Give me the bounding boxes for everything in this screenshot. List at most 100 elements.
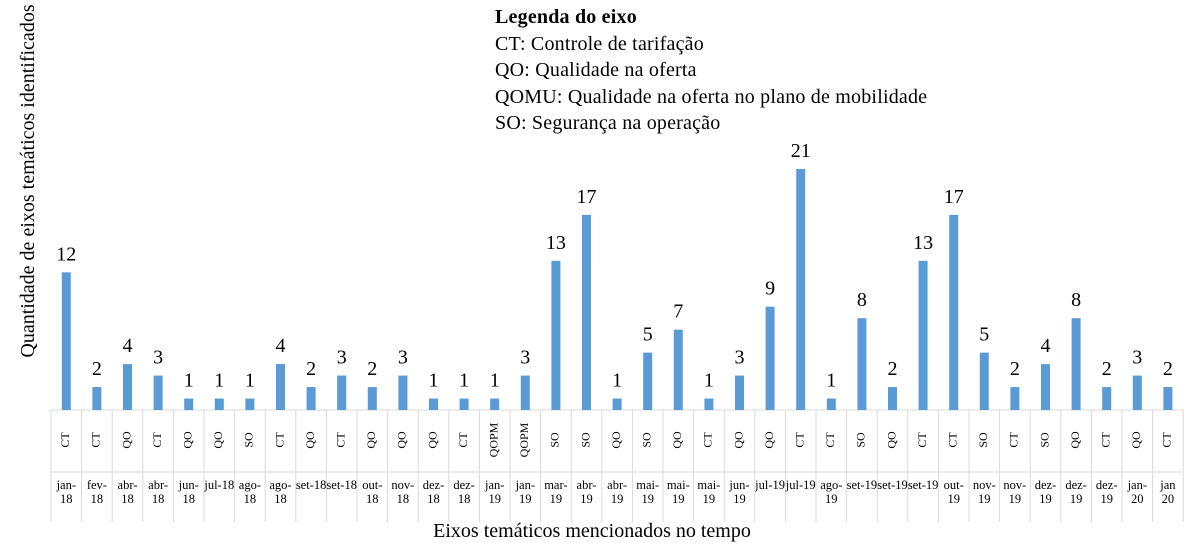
data-label: 9: [765, 278, 775, 300]
legend-title: Legenda do eixo: [495, 6, 637, 28]
bar: [1132, 375, 1142, 410]
data-label: 2: [1163, 358, 1173, 380]
x-tick-label: QOPM: [517, 422, 531, 457]
x-tick-label: CT: [792, 432, 806, 448]
bar: [704, 398, 714, 410]
bar: [459, 398, 469, 410]
x-tick-label: CT: [272, 432, 286, 448]
period-label: mar-19: [544, 478, 568, 506]
data-label: 13: [546, 232, 566, 254]
bar: [367, 387, 377, 410]
x-tick-label: QO: [364, 431, 378, 449]
period-cell: nov-19: [1003, 478, 1027, 506]
data-label: 8: [1071, 289, 1081, 311]
bar: [306, 387, 316, 410]
bar: [551, 260, 561, 410]
period-cell: ago-19: [820, 478, 842, 506]
data-label: 4: [276, 335, 286, 357]
period-label: jan-19: [515, 478, 536, 506]
period-label: nov-19: [1003, 478, 1027, 506]
period-label: jul-19: [755, 478, 786, 492]
data-label: 1: [704, 370, 714, 392]
period-cell: mai-19: [667, 478, 690, 506]
x-tick-label: CT: [150, 432, 164, 448]
period-label: ago-18: [238, 478, 261, 506]
period-label: jan-19: [484, 478, 505, 506]
bar: [214, 398, 224, 410]
bar: [520, 375, 530, 410]
period-cell: jul-19: [755, 478, 786, 492]
data-label: 1: [214, 370, 224, 392]
x-tick-label: QO: [395, 431, 409, 449]
x-tick-label: CT: [333, 432, 347, 448]
period-label: jan 20: [1160, 478, 1176, 506]
period-cell: ago-18: [269, 478, 291, 506]
legend-line: CT: Controle de tarifação: [495, 32, 704, 55]
period-label: nov-18: [391, 478, 415, 506]
bar: [398, 375, 408, 410]
data-label: 1: [490, 370, 500, 392]
bar: [612, 398, 622, 410]
bar: [92, 387, 102, 410]
period-label: mai-19: [697, 478, 721, 506]
bar: [1102, 387, 1112, 410]
data-label: 5: [643, 324, 653, 346]
x-tick-label: QO: [609, 431, 623, 449]
period-cell: jan-18: [57, 478, 76, 506]
period-cell: jan 20: [1160, 478, 1176, 506]
data-label: 5: [979, 324, 989, 346]
x-tick-label: SO: [976, 432, 990, 448]
period-label: set-19: [907, 478, 939, 492]
data-label: 17: [944, 186, 964, 208]
period-label: abr-19: [607, 478, 628, 506]
bar: [857, 318, 867, 410]
data-label: 3: [1132, 347, 1142, 369]
x-tick-label: CT: [58, 432, 72, 448]
period-cell: jun-19: [729, 478, 749, 506]
period-label: set-19: [846, 478, 878, 492]
period-label: abr-18: [117, 478, 138, 506]
data-label: 2: [888, 358, 898, 380]
period-label: set-19: [877, 478, 908, 492]
data-label: 4: [123, 335, 133, 357]
bar: [643, 352, 653, 410]
bar: [1163, 387, 1173, 410]
data-label: 4: [1041, 335, 1051, 357]
period-cell: abr-19: [607, 478, 628, 506]
period-cell: dez-19: [1096, 478, 1118, 506]
x-tick-label: CT: [1098, 432, 1112, 448]
bar: [826, 398, 836, 410]
period-cell: set-19: [877, 478, 908, 492]
period-cell: set-18: [326, 478, 357, 492]
period-cell: set-19: [907, 478, 939, 492]
x-tick-label: SO: [854, 432, 868, 448]
period-label: set-18: [295, 478, 327, 492]
x-tick-label: QO: [1129, 431, 1143, 449]
x-tick-label: QOPM: [486, 422, 500, 457]
period-cell: jun-18: [179, 478, 199, 506]
bar: [582, 214, 591, 410]
data-label: 21: [791, 140, 811, 162]
x-tick-label: QO: [762, 431, 776, 449]
data-label: 3: [337, 347, 347, 369]
period-cell: nov-19: [973, 478, 996, 506]
legend: Legenda do eixo CT: Controle de tarifaçã…: [495, 4, 927, 137]
period-label: jan-20: [1127, 478, 1148, 506]
data-label: 1: [245, 370, 255, 392]
x-tick-label: SO: [639, 432, 653, 448]
data-label: 2: [306, 358, 316, 380]
data-label: 17: [577, 186, 597, 208]
period-label: out-18: [362, 478, 383, 506]
data-label: 1: [612, 370, 622, 392]
bar: [949, 214, 959, 410]
period-label: jul-18: [204, 478, 235, 492]
data-label: 8: [857, 289, 867, 311]
legend-line: SO: Segurança na operação: [495, 112, 721, 134]
period-cell: abr-18: [148, 478, 168, 506]
period-label: dez-18: [453, 478, 475, 506]
x-tick-label: CT: [823, 432, 837, 448]
period-label: dez-19: [1065, 478, 1087, 506]
bar: [245, 398, 255, 410]
x-tick-label: QO: [884, 431, 898, 449]
